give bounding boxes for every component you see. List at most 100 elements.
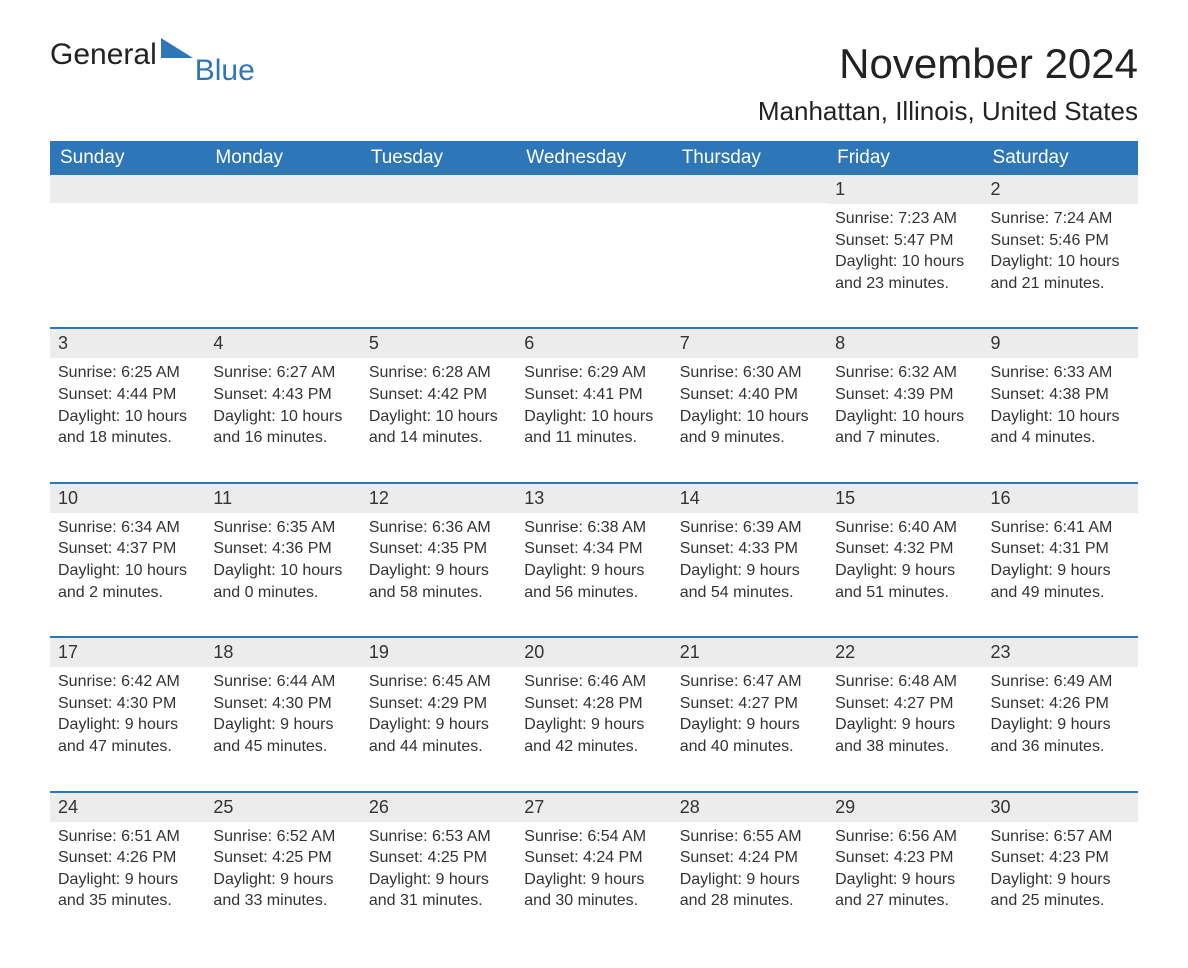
day-sunset: Sunset: 5:46 PM <box>991 230 1130 252</box>
day-number: 12 <box>361 484 516 513</box>
day-cell: 15Sunrise: 6:40 AMSunset: 4:32 PMDayligh… <box>827 483 982 609</box>
day-header: Monday <box>205 141 360 175</box>
day-sunset: Sunset: 4:43 PM <box>213 384 352 406</box>
day-sunset: Sunset: 4:35 PM <box>369 538 508 560</box>
day-number: 30 <box>983 793 1138 822</box>
logo-text-general: General <box>50 40 157 70</box>
day-sunrise: Sunrise: 6:44 AM <box>213 671 352 693</box>
day-sunrise: Sunrise: 6:52 AM <box>213 826 352 848</box>
week-spacer <box>50 609 1138 637</box>
day-dl2: and 4 minutes. <box>991 427 1130 449</box>
day-header-row: SundayMondayTuesdayWednesdayThursdayFrid… <box>50 141 1138 175</box>
day-data: Sunrise: 6:57 AMSunset: 4:23 PMDaylight:… <box>983 822 1138 918</box>
day-data: Sunrise: 6:46 AMSunset: 4:28 PMDaylight:… <box>516 667 671 763</box>
day-dl1: Daylight: 9 hours <box>680 869 819 891</box>
day-dl1: Daylight: 10 hours <box>835 251 974 273</box>
day-header: Sunday <box>50 141 205 175</box>
day-dl2: and 23 minutes. <box>835 273 974 295</box>
day-dl1: Daylight: 9 hours <box>991 869 1130 891</box>
day-sunset: Sunset: 4:29 PM <box>369 693 508 715</box>
day-cell: 17Sunrise: 6:42 AMSunset: 4:30 PMDayligh… <box>50 637 205 763</box>
day-data: Sunrise: 6:40 AMSunset: 4:32 PMDaylight:… <box>827 513 982 609</box>
day-sunrise: Sunrise: 6:32 AM <box>835 362 974 384</box>
day-data: Sunrise: 6:54 AMSunset: 4:24 PMDaylight:… <box>516 822 671 918</box>
day-data: Sunrise: 6:29 AMSunset: 4:41 PMDaylight:… <box>516 358 671 454</box>
location: Manhattan, Illinois, United States <box>758 96 1138 127</box>
day-dl2: and 56 minutes. <box>524 582 663 604</box>
day-dl1: Daylight: 10 hours <box>213 406 352 428</box>
day-dl1: Daylight: 9 hours <box>991 560 1130 582</box>
day-sunset: Sunset: 4:39 PM <box>835 384 974 406</box>
day-dl1: Daylight: 10 hours <box>991 251 1130 273</box>
day-data: Sunrise: 6:55 AMSunset: 4:24 PMDaylight:… <box>672 822 827 918</box>
day-dl2: and 25 minutes. <box>991 890 1130 912</box>
day-sunrise: Sunrise: 6:57 AM <box>991 826 1130 848</box>
day-sunset: Sunset: 4:42 PM <box>369 384 508 406</box>
day-dl2: and 42 minutes. <box>524 736 663 758</box>
day-sunset: Sunset: 4:31 PM <box>991 538 1130 560</box>
day-dl1: Daylight: 9 hours <box>524 869 663 891</box>
day-sunset: Sunset: 4:36 PM <box>213 538 352 560</box>
day-sunset: Sunset: 4:40 PM <box>680 384 819 406</box>
day-sunrise: Sunrise: 6:29 AM <box>524 362 663 384</box>
day-dl1: Daylight: 10 hours <box>991 406 1130 428</box>
day-sunset: Sunset: 4:27 PM <box>680 693 819 715</box>
day-dl1: Daylight: 9 hours <box>213 869 352 891</box>
day-cell: 12Sunrise: 6:36 AMSunset: 4:35 PMDayligh… <box>361 483 516 609</box>
day-cell: 24Sunrise: 6:51 AMSunset: 4:26 PMDayligh… <box>50 792 205 918</box>
day-cell: 2Sunrise: 7:24 AMSunset: 5:46 PMDaylight… <box>983 175 1138 300</box>
day-sunrise: Sunrise: 6:54 AM <box>524 826 663 848</box>
day-cell: 20Sunrise: 6:46 AMSunset: 4:28 PMDayligh… <box>516 637 671 763</box>
day-data: Sunrise: 6:30 AMSunset: 4:40 PMDaylight:… <box>672 358 827 454</box>
day-number: 13 <box>516 484 671 513</box>
day-dl1: Daylight: 10 hours <box>524 406 663 428</box>
day-number: 26 <box>361 793 516 822</box>
week-spacer <box>50 300 1138 328</box>
day-data: Sunrise: 6:49 AMSunset: 4:26 PMDaylight:… <box>983 667 1138 763</box>
day-data: Sunrise: 6:34 AMSunset: 4:37 PMDaylight:… <box>50 513 205 609</box>
day-sunset: Sunset: 5:47 PM <box>835 230 974 252</box>
day-number: 7 <box>672 329 827 358</box>
day-dl1: Daylight: 9 hours <box>835 869 974 891</box>
day-sunset: Sunset: 4:24 PM <box>680 847 819 869</box>
day-sunrise: Sunrise: 6:33 AM <box>991 362 1130 384</box>
day-dl2: and 14 minutes. <box>369 427 508 449</box>
day-sunset: Sunset: 4:44 PM <box>58 384 197 406</box>
day-dl2: and 58 minutes. <box>369 582 508 604</box>
day-data: Sunrise: 6:48 AMSunset: 4:27 PMDaylight:… <box>827 667 982 763</box>
day-dl1: Daylight: 9 hours <box>369 560 508 582</box>
day-number: 27 <box>516 793 671 822</box>
day-sunrise: Sunrise: 6:40 AM <box>835 517 974 539</box>
day-number: 9 <box>983 329 1138 358</box>
day-number: 15 <box>827 484 982 513</box>
day-dl2: and 0 minutes. <box>213 582 352 604</box>
day-dl1: Daylight: 10 hours <box>58 406 197 428</box>
day-sunrise: Sunrise: 6:39 AM <box>680 517 819 539</box>
day-cell: 7Sunrise: 6:30 AMSunset: 4:40 PMDaylight… <box>672 328 827 454</box>
spacer-cell <box>50 300 1138 328</box>
day-cell <box>516 175 671 300</box>
day-dl2: and 33 minutes. <box>213 890 352 912</box>
day-number: 10 <box>50 484 205 513</box>
day-cell: 25Sunrise: 6:52 AMSunset: 4:25 PMDayligh… <box>205 792 360 918</box>
spacer-cell <box>50 764 1138 792</box>
day-header: Thursday <box>672 141 827 175</box>
day-sunrise: Sunrise: 6:49 AM <box>991 671 1130 693</box>
day-data: Sunrise: 6:25 AMSunset: 4:44 PMDaylight:… <box>50 358 205 454</box>
day-data: Sunrise: 6:39 AMSunset: 4:33 PMDaylight:… <box>672 513 827 609</box>
day-header: Wednesday <box>516 141 671 175</box>
day-data: Sunrise: 6:27 AMSunset: 4:43 PMDaylight:… <box>205 358 360 454</box>
day-data: Sunrise: 6:32 AMSunset: 4:39 PMDaylight:… <box>827 358 982 454</box>
day-sunrise: Sunrise: 6:55 AM <box>680 826 819 848</box>
day-data: Sunrise: 7:23 AMSunset: 5:47 PMDaylight:… <box>827 204 982 300</box>
logo-triangle-icon <box>161 34 193 64</box>
day-sunrise: Sunrise: 6:51 AM <box>58 826 197 848</box>
day-dl2: and 45 minutes. <box>213 736 352 758</box>
day-sunrise: Sunrise: 6:53 AM <box>369 826 508 848</box>
empty-day <box>205 175 360 203</box>
day-number: 28 <box>672 793 827 822</box>
day-dl2: and 36 minutes. <box>991 736 1130 758</box>
day-sunset: Sunset: 4:28 PM <box>524 693 663 715</box>
day-cell: 4Sunrise: 6:27 AMSunset: 4:43 PMDaylight… <box>205 328 360 454</box>
day-sunset: Sunset: 4:38 PM <box>991 384 1130 406</box>
